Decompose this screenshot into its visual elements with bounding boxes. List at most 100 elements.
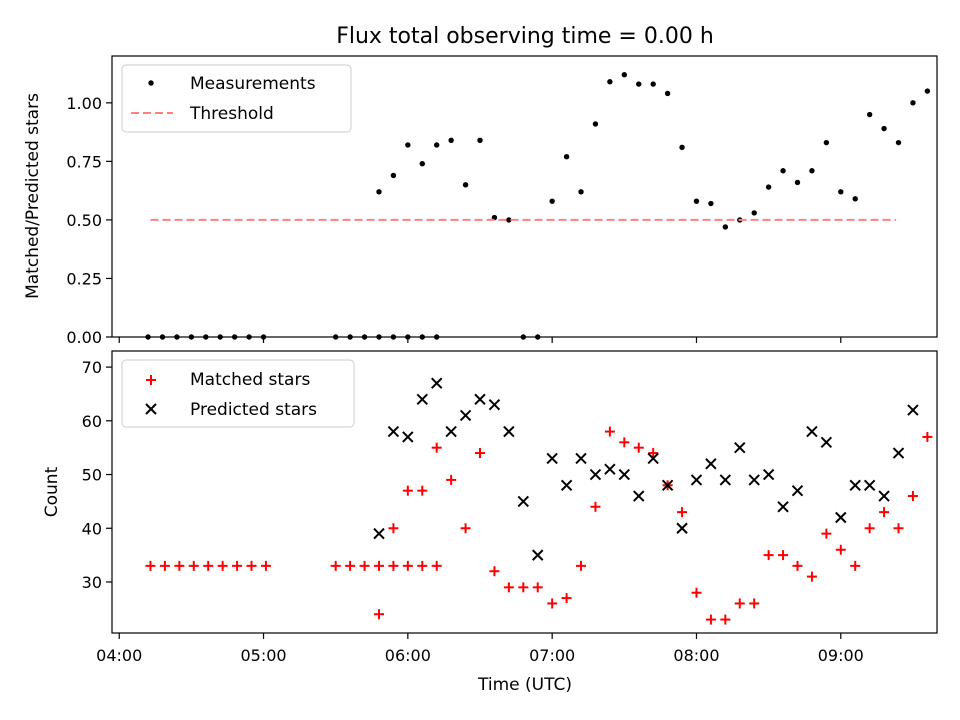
measurement-point: [621, 72, 628, 78]
matched-star-point: [260, 560, 271, 571]
matched-star-point: [547, 598, 558, 609]
predicted-star-point: [705, 458, 717, 470]
measurement-point: [650, 81, 656, 87]
measurement-point: [895, 139, 902, 146]
measurement-point: [462, 182, 469, 188]
matched-star-point: [460, 523, 471, 534]
measurement-point: [592, 121, 599, 127]
predicted-star-point: [604, 463, 616, 475]
measurement-point: [535, 334, 541, 340]
measurement-point: [347, 334, 353, 340]
y-tick-label: 40: [82, 519, 102, 538]
bottom-y-ticks: 30 40 50 60 70: [82, 358, 112, 592]
matched-star-point: [203, 560, 214, 571]
predicted-star-point: [560, 479, 573, 491]
predicted-star-point: [373, 527, 385, 540]
predicted-star-point: [719, 474, 732, 486]
measurement-point: [780, 168, 786, 174]
matched-star-point: [864, 523, 875, 534]
predicted-star-point: [416, 393, 428, 406]
matched-star-point: [359, 560, 370, 571]
x-tick-label: 07:00: [529, 646, 575, 665]
matched-star-point: [402, 485, 413, 496]
legend-measurements-marker: [148, 80, 154, 86]
chart-title: Flux total observing time = 0.00 h: [336, 24, 714, 49]
matched-star-point: [489, 566, 500, 577]
measurement-point: [390, 172, 397, 179]
measurement-point: [217, 334, 223, 340]
x-tick-label: 09:00: [818, 646, 864, 665]
bottom-legend-frame: [121, 359, 355, 428]
measurement-point: [434, 142, 440, 148]
measurement-point: [751, 210, 757, 216]
measurement-point: [448, 137, 454, 143]
matched-star-point: [734, 598, 745, 609]
top-y-axis-label: Matched/Predicted stars: [23, 93, 43, 299]
predicted-star-point: [474, 393, 486, 406]
top-legend-frame: [121, 64, 352, 133]
predicted-star-point: [892, 447, 905, 459]
bottom-legend: Matched stars Predicted stars: [121, 359, 355, 428]
predicted-star-point: [647, 452, 659, 465]
measurement-point: [159, 334, 166, 340]
matched-star-point: [720, 614, 731, 625]
matched-star-point: [446, 474, 457, 485]
measurement-point: [231, 334, 238, 340]
matched-star-point: [188, 560, 199, 571]
legend-matched-label: Matched stars: [190, 370, 310, 390]
measurement-point: [434, 334, 440, 340]
matched-star-point: [648, 448, 659, 459]
predicted-star-point: [517, 495, 530, 508]
predicted-star-point: [762, 468, 775, 481]
measurement-point: [708, 200, 714, 207]
y-tick-label: 0.00: [66, 328, 102, 347]
matched-star-point: [232, 560, 243, 571]
matched-star-point: [217, 560, 228, 571]
predicted-star-point: [532, 549, 544, 561]
top-y-ticks: 0.00 0.25 0.50 0.75 1.00: [66, 94, 112, 347]
predicted-star-point: [445, 425, 457, 438]
measurement-point: [419, 334, 425, 340]
legend-matched-marker: [146, 375, 156, 385]
matched-star-point: [677, 507, 688, 518]
y-tick-label: 0.75: [66, 152, 102, 171]
bottom-axes-frame: [111, 350, 938, 634]
predicted-star-point: [661, 479, 674, 491]
predicted-star-point: [734, 441, 746, 454]
measurement-point: [361, 334, 368, 340]
matched-star-point: [561, 593, 572, 604]
matched-star-point: [879, 507, 890, 518]
measurement-point: [664, 90, 671, 97]
measurement-point: [260, 334, 267, 340]
top-series: [145, 72, 931, 340]
matched-star-point: [619, 437, 630, 448]
x-tick-label: 05:00: [240, 646, 286, 665]
legend-measurements-label: Measurements: [190, 74, 316, 94]
y-tick-label: 60: [82, 412, 102, 431]
x-tick-label: 06:00: [385, 646, 431, 665]
matched-star-point: [402, 560, 413, 571]
measurement-point: [794, 179, 801, 186]
matched-star-point: [417, 485, 428, 496]
measurement-point: [924, 88, 931, 94]
predicted-star-point: [618, 468, 631, 481]
predicted-star-point: [690, 474, 703, 486]
measurement-point: [809, 168, 815, 174]
measurement-point: [679, 144, 685, 151]
matched-star-point: [145, 560, 156, 571]
measurement-point: [765, 184, 772, 190]
predicted-star-point: [748, 474, 760, 486]
legend-predicted-marker: [145, 403, 157, 415]
bottom-x-ticks: 04:00 05:00 06:00 07:00 08:00 09:00: [96, 633, 864, 665]
bottom-y-axis-label: Count: [42, 466, 62, 517]
matched-star-point: [475, 448, 486, 459]
matched-star-point: [503, 582, 514, 593]
y-tick-label: 0.25: [66, 269, 102, 288]
measurement-point: [607, 79, 613, 85]
measurement-point: [203, 334, 209, 340]
matched-star-point: [922, 431, 933, 442]
matched-star-point: [388, 523, 399, 534]
predicted-star-point: [387, 425, 400, 438]
matched-star-point: [778, 550, 789, 561]
